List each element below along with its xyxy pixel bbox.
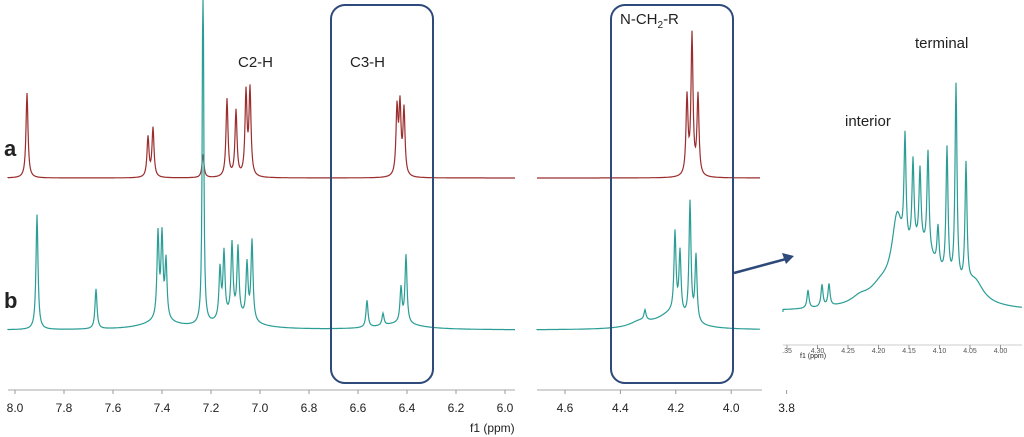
peak-label: terminal	[915, 35, 968, 52]
peak-label: N-CH2-R	[620, 11, 679, 31]
tick-label: 4.25	[841, 348, 855, 355]
trace-label: b	[4, 288, 17, 313]
tick-label: 4.05	[963, 348, 977, 355]
peak-label: C3-H	[350, 54, 385, 71]
tick-label: 7.6	[105, 401, 122, 415]
tick-label: 6.2	[448, 401, 465, 415]
tick-label: 6.6	[350, 401, 367, 415]
tick-label: 4.0	[723, 401, 740, 415]
tick-label: 4.6	[557, 401, 574, 415]
peak-label: interior	[845, 113, 891, 130]
axis-title: f1 (ppm)	[470, 421, 515, 435]
tick-label: .35	[782, 348, 792, 355]
peak-label: C2-H	[238, 54, 273, 71]
tick-label: 7.0	[252, 401, 269, 415]
tick-label: 6.0	[497, 401, 514, 415]
tick-label: 4.4	[612, 401, 629, 415]
trace-label: a	[4, 136, 17, 161]
tick-label: 4.15	[902, 348, 916, 355]
spectrum-trace	[7, 84, 515, 179]
label-part: N-CH	[620, 11, 658, 28]
highlight-box	[330, 4, 434, 384]
spectra	[7, 0, 1023, 331]
tick-label: 8.0	[7, 401, 24, 415]
spectrum-trace	[536, 199, 760, 331]
tick-label: 4.2	[667, 401, 684, 415]
tick-label: 4.20	[872, 348, 886, 355]
label-part: 2	[658, 20, 664, 31]
tick-label: 7.4	[154, 401, 171, 415]
arrow	[733, 257, 787, 275]
axis-title: f1 (ppm)	[800, 353, 826, 360]
tick-label: 4.00	[994, 348, 1008, 355]
spectrum-trace	[782, 82, 1023, 312]
tick-label: 6.4	[399, 401, 416, 415]
tick-label: 4.30	[811, 348, 825, 355]
tick-label: 6.8	[301, 401, 318, 415]
spectrum-trace	[7, 0, 515, 331]
arrow-head	[782, 253, 794, 264]
tick-label: 4.10	[933, 348, 947, 355]
tick-label: 3.8	[778, 401, 795, 415]
spectrum-trace	[537, 30, 760, 179]
tick-label: 7.8	[56, 401, 73, 415]
label-part: -R	[663, 11, 679, 28]
tick-label: 7.2	[203, 401, 220, 415]
highlight-box	[610, 4, 734, 384]
